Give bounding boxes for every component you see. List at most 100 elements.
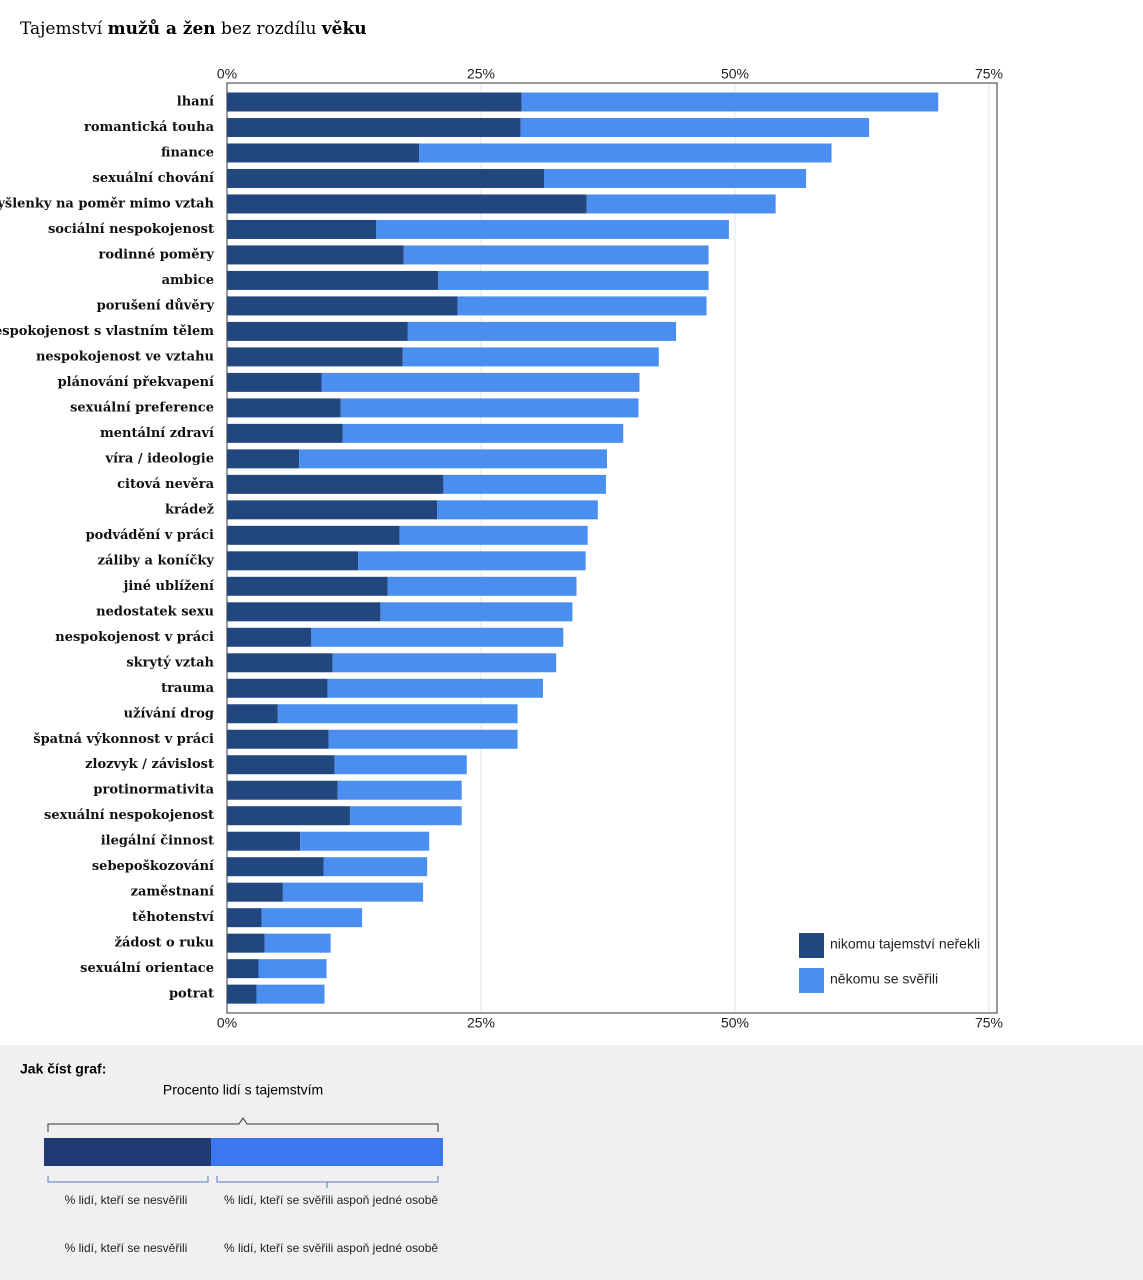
bar	[457, 296, 707, 316]
y-tick-label: porušení důvěry	[97, 298, 215, 313]
bar	[227, 449, 300, 469]
y-tick-label: romantická touha	[84, 120, 215, 135]
bar	[332, 653, 557, 673]
bar	[321, 372, 640, 392]
bar	[380, 602, 573, 622]
bar	[256, 984, 325, 1004]
bar	[227, 168, 544, 188]
x-tick-label: 0%	[217, 66, 237, 82]
legend-swatch	[799, 933, 824, 958]
x-tick-label: 25%	[467, 1015, 495, 1031]
bar	[227, 806, 350, 826]
bar	[227, 372, 322, 392]
bar	[387, 576, 577, 596]
y-tick-label: špatná výkonnost v práci	[33, 732, 214, 747]
y-tick-label: jiné ublížení	[123, 579, 214, 594]
bar	[327, 678, 543, 698]
chart-title: Tajemství mužů a žen bez rozdílu věku	[20, 18, 367, 39]
x-tick-label: 25%	[467, 66, 495, 82]
y-tick-label: nedostatek sexu	[96, 604, 214, 619]
x-tick-label: 75%	[975, 1015, 1003, 1031]
bar	[419, 143, 832, 163]
bar	[227, 627, 312, 647]
bar	[337, 780, 462, 800]
y-tick-label: rodinné poměry	[99, 247, 215, 262]
bar	[227, 500, 438, 520]
bar	[227, 92, 522, 112]
bar	[227, 398, 341, 418]
bar	[407, 321, 677, 341]
y-tick-label: sebepoškozování	[92, 859, 214, 874]
bar	[227, 959, 259, 979]
y-tick-label: sexuální orientace	[80, 961, 214, 976]
bar	[402, 347, 659, 367]
guide-caption: Procento lidí s tajemstvím	[163, 1082, 323, 1098]
bar	[437, 500, 598, 520]
y-tick-label: sociální nespokojenost	[48, 222, 214, 237]
y-tick-label: protinormativita	[93, 783, 214, 798]
y-tick-label: užívání drog	[124, 706, 214, 721]
x-tick-label: 50%	[721, 1015, 749, 1031]
bar	[399, 525, 588, 545]
bar	[342, 423, 624, 443]
y-tick-label: sexuální preference	[70, 400, 214, 415]
y-tick-label: zaměstnaní	[131, 885, 214, 900]
bar	[227, 780, 338, 800]
bar	[586, 194, 776, 214]
bar	[227, 194, 587, 214]
plot-frame	[226, 82, 998, 1014]
title-part: bez rozdílu	[216, 19, 322, 39]
y-tick-label: zlozvyk / závislost	[85, 757, 214, 772]
bar	[282, 882, 424, 902]
bar	[300, 831, 430, 851]
bar	[227, 321, 408, 341]
bar	[311, 627, 564, 647]
bar	[227, 933, 265, 953]
bar	[543, 168, 807, 188]
y-tick-label: citová nevěra	[117, 477, 214, 492]
bar	[438, 270, 709, 290]
bar	[264, 933, 331, 953]
bar	[277, 704, 518, 724]
y-tick-label: myšlenky na poměr mimo vztah	[0, 196, 215, 211]
bar	[227, 653, 333, 673]
bar	[376, 219, 729, 239]
guide-label: % lidí, kteří se svěřili aspoň jedné oso…	[224, 1193, 438, 1207]
y-tick-label: mentální zdraví	[100, 426, 214, 441]
guide-label: % lidí, kteří se nesvěřili	[65, 1193, 188, 1207]
y-tick-label: ambice	[162, 273, 214, 288]
y-tick-label: těhotenství	[132, 910, 214, 925]
y-tick-label: nespokojenost ve vztahu	[36, 349, 214, 364]
guide-brace-small	[47, 1176, 439, 1188]
y-tick-label: žádost o ruku	[115, 936, 214, 951]
bar	[334, 755, 467, 775]
bar	[299, 449, 607, 469]
bar	[227, 525, 400, 545]
bar	[227, 729, 329, 749]
y-tick-label: ilegální činnost	[101, 834, 214, 849]
bar	[520, 117, 870, 137]
y-tick-label: lhaní	[177, 95, 214, 110]
bar	[227, 908, 262, 928]
legend-label: někomu se svěřili	[830, 971, 938, 987]
bar	[227, 755, 335, 775]
y-tick-label: záliby a koníčky	[98, 553, 215, 568]
y-tick-label: trauma	[161, 681, 214, 696]
title-part: mužů a žen	[108, 18, 216, 39]
bar	[358, 551, 586, 571]
bar	[227, 270, 439, 290]
bar	[227, 576, 388, 596]
y-tick-label: finance	[161, 145, 214, 160]
title-part: Tajemství	[20, 19, 108, 39]
bar	[227, 143, 420, 163]
x-tick-label: 50%	[721, 66, 749, 82]
bar	[227, 551, 359, 571]
bar	[227, 704, 278, 724]
guide-brace	[47, 1117, 439, 1132]
bar	[328, 729, 518, 749]
bar	[227, 474, 444, 494]
bar	[227, 984, 257, 1004]
bar	[227, 219, 377, 239]
y-tick-label: nespokojenost s vlastním tělem	[0, 324, 214, 339]
